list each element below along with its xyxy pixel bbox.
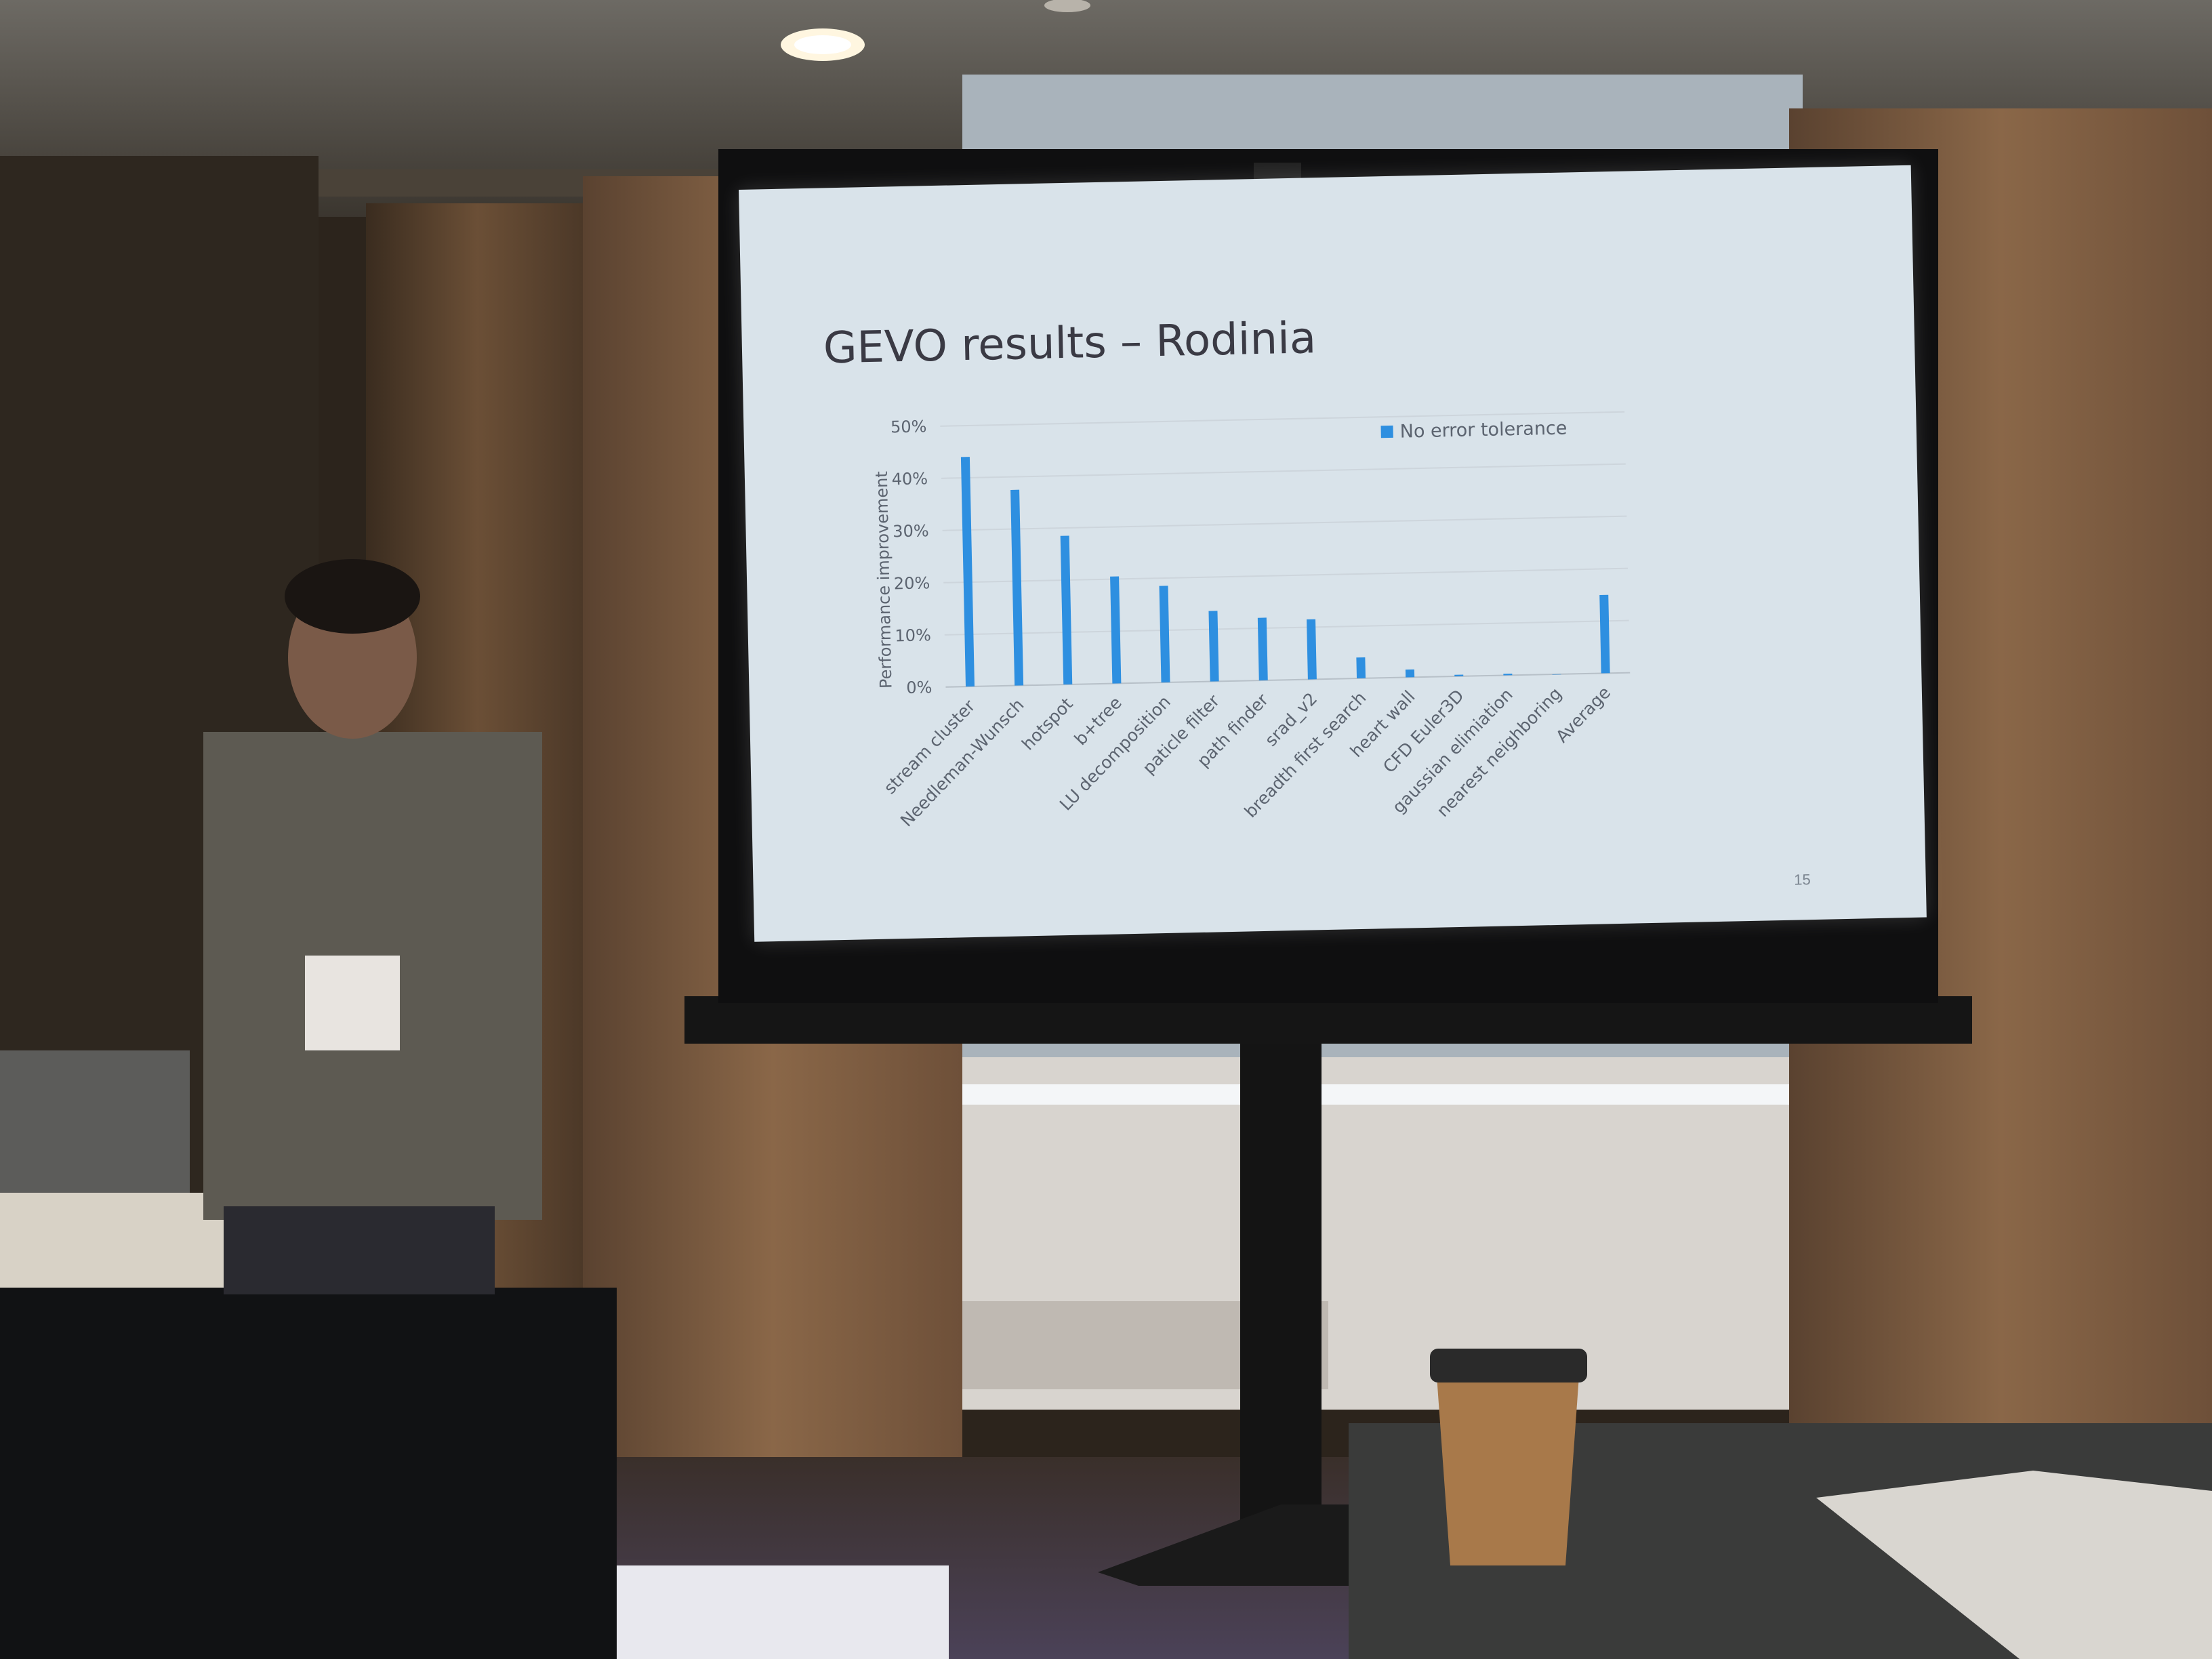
- bar: [1356, 657, 1366, 679]
- bar: [1552, 674, 1561, 675]
- y-tick-label: 0%: [906, 678, 933, 697]
- y-tick-label: 10%: [895, 626, 931, 645]
- bar: [1405, 669, 1415, 678]
- bar-chart: Performance improvement 0% 10% 20% 30% 40% 50…: [872, 411, 1631, 830]
- y-axis-label: Performance improvement: [872, 471, 896, 689]
- bar: [1503, 673, 1513, 676]
- bar: [1110, 576, 1122, 684]
- bar: [1010, 489, 1024, 686]
- bar: [1060, 535, 1073, 685]
- chart-legend: No error tolerance: [1380, 417, 1568, 443]
- gridline: [942, 515, 1627, 531]
- x-axis-ticks: stream clusterNeedleman-Wunschhotspotb+t…: [880, 682, 1615, 830]
- bar: [1307, 619, 1317, 680]
- bar: [1257, 617, 1268, 681]
- bar: [1208, 611, 1219, 682]
- gridline: [945, 672, 1631, 688]
- x-tick-label: Average: [1552, 682, 1614, 746]
- presentation-slide: GEVO results – Rodinia Performance impro…: [739, 165, 1927, 942]
- slide-page-number: 15: [1793, 871, 1811, 888]
- y-axis-ticks: 0% 10% 20% 30% 40% 50%: [890, 417, 933, 697]
- y-tick-label: 40%: [891, 469, 928, 489]
- x-tick-label: hotspot: [1018, 694, 1077, 754]
- chart-gridlines: [940, 411, 1631, 688]
- chart-bars: [960, 457, 1610, 687]
- gridline: [941, 463, 1626, 479]
- y-tick-label: 30%: [893, 521, 929, 541]
- bar: [960, 457, 975, 687]
- gridline: [943, 567, 1629, 583]
- bar: [1599, 594, 1610, 674]
- bar: [1454, 674, 1464, 677]
- bar: [1159, 586, 1170, 683]
- legend-entry-label: No error tolerance: [1399, 417, 1567, 442]
- y-tick-label: 20%: [894, 573, 930, 593]
- gridline: [944, 619, 1629, 636]
- gridline: [940, 411, 1625, 427]
- legend-swatch: [1380, 425, 1393, 438]
- y-tick-label: 50%: [890, 417, 927, 436]
